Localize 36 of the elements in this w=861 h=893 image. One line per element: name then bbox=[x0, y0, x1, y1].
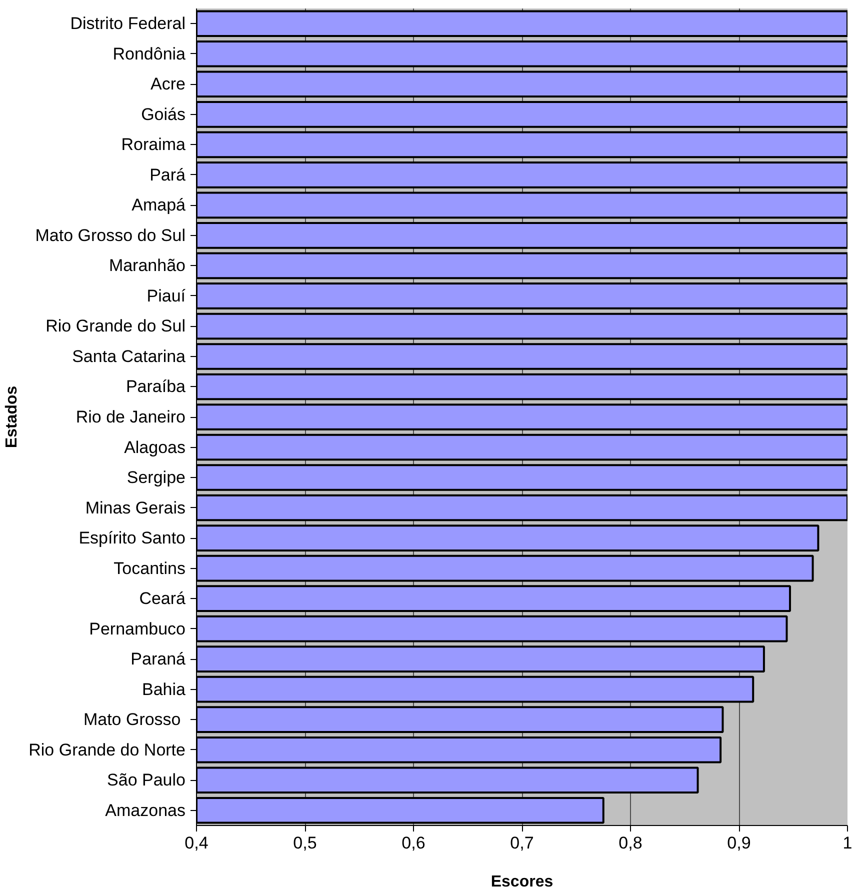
y-tick-label: Bahia bbox=[142, 680, 186, 699]
x-tick-label: 0,6 bbox=[402, 834, 426, 852]
x-tick-label: 0,7 bbox=[510, 834, 534, 852]
y-tick-label: São Paulo bbox=[107, 770, 186, 790]
y-tick-label: Santa Catarina bbox=[72, 346, 186, 366]
x-tick-label: 1 bbox=[842, 834, 852, 852]
x-tick-label: 0,9 bbox=[727, 834, 751, 852]
y-tick-label: Amapá bbox=[132, 196, 186, 215]
x-tick-label: 0,4 bbox=[184, 834, 208, 852]
x-tick-label: 0,5 bbox=[293, 834, 317, 852]
y-tick-label: Paraná bbox=[130, 650, 186, 669]
y-tick-label: Piauí bbox=[146, 286, 186, 306]
y-tick-label: Roraima bbox=[121, 135, 186, 154]
y-tick-label: Rio Grande do Norte bbox=[28, 740, 186, 760]
y-tick-label: Tocantins bbox=[114, 558, 186, 578]
x-axis-title: Escores bbox=[490, 874, 554, 890]
x-tick-label: 0,8 bbox=[618, 834, 642, 852]
y-tick-label: Sergipe bbox=[126, 468, 186, 488]
y-axis-title: Estados bbox=[4, 386, 21, 448]
y-tick-label: Mato Grosso bbox=[83, 710, 181, 730]
y-tick-label: Alagoas bbox=[124, 438, 186, 457]
y-tick-label: Minas Gerais bbox=[85, 498, 186, 518]
y-tick-label: Amazonas bbox=[105, 800, 186, 820]
y-tick-label: Goiás bbox=[141, 104, 186, 124]
y-tick-label: Maranhão bbox=[108, 256, 186, 276]
y-tick-label: Ceará bbox=[139, 589, 186, 608]
y-tick-label: Mato Grosso do Sul bbox=[35, 226, 186, 245]
y-tick-label: Rondônia bbox=[112, 44, 186, 64]
y-tick-label: Pernambuco bbox=[89, 619, 186, 638]
y-tick-label: Espírito Santo bbox=[78, 528, 186, 548]
y-tick-label: Pará bbox=[150, 165, 186, 184]
y-tick-label: Paraíba bbox=[126, 377, 186, 396]
y-tick-label: Acre bbox=[150, 74, 186, 94]
y-tick-label: Rio de Janeiro bbox=[76, 408, 186, 426]
y-tick-label: Distrito Federal bbox=[70, 14, 186, 34]
y-tick-label: Rio Grande do Sul bbox=[46, 316, 186, 336]
